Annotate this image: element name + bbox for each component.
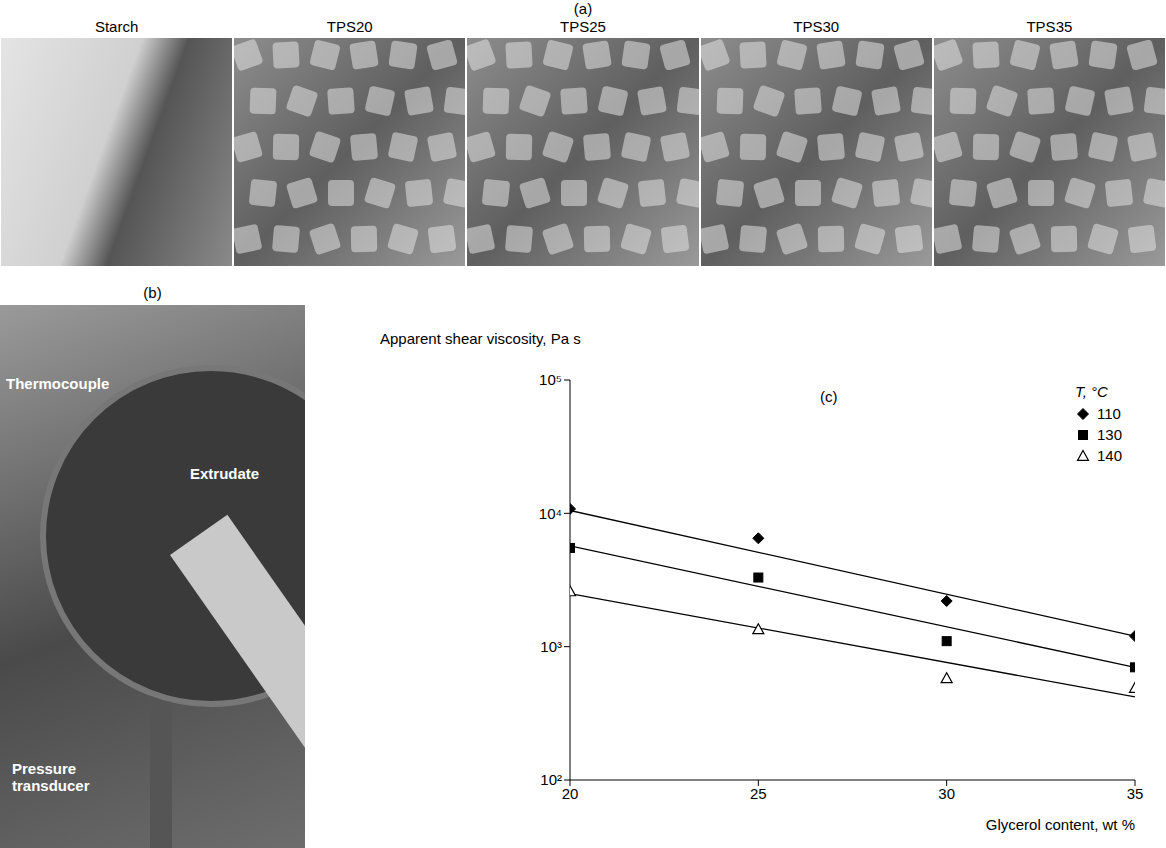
html-text:140: 140 (1097, 447, 1122, 464)
html-text:TPS35: TPS35 (1026, 18, 1073, 35)
svg-text:10⁴: 10⁴ (539, 505, 562, 522)
html-text:TPS20: TPS20 (326, 18, 373, 35)
html-text:Extrudate: Extrudate (190, 465, 260, 482)
html-text:(a): (a) (573, 0, 593, 17)
html-text:Starch: Starch (94, 18, 139, 35)
html-text:Pressure transducer: Pressure transducer (12, 760, 90, 794)
html-text:Thermocouple: Thermocouple (6, 375, 110, 392)
svg-text:25: 25 (750, 785, 767, 802)
html-text:Apparent shear viscosity, Pa s: Apparent shear viscosity, Pa s (380, 330, 581, 347)
html-text:(c): (c) (820, 388, 838, 405)
svg-text:10⁵: 10⁵ (539, 371, 562, 388)
svg-text:Glycerol content, wt %: Glycerol content, wt % (986, 816, 1135, 833)
svg-text:10³: 10³ (540, 638, 562, 655)
html-text:110: 110 (1097, 405, 1121, 422)
svg-text:10²: 10² (540, 771, 562, 788)
html-text:T, °C: T, °C (1075, 383, 1108, 400)
html-text:TPS25: TPS25 (560, 18, 606, 35)
svg-text:30: 30 (938, 785, 955, 802)
html-text:TPS30: TPS30 (793, 18, 840, 35)
html-text:(b): (b) (143, 284, 162, 301)
svg-text:20: 20 (562, 785, 579, 802)
html-text:130: 130 (1097, 426, 1122, 443)
svg-text:35: 35 (1127, 785, 1144, 802)
